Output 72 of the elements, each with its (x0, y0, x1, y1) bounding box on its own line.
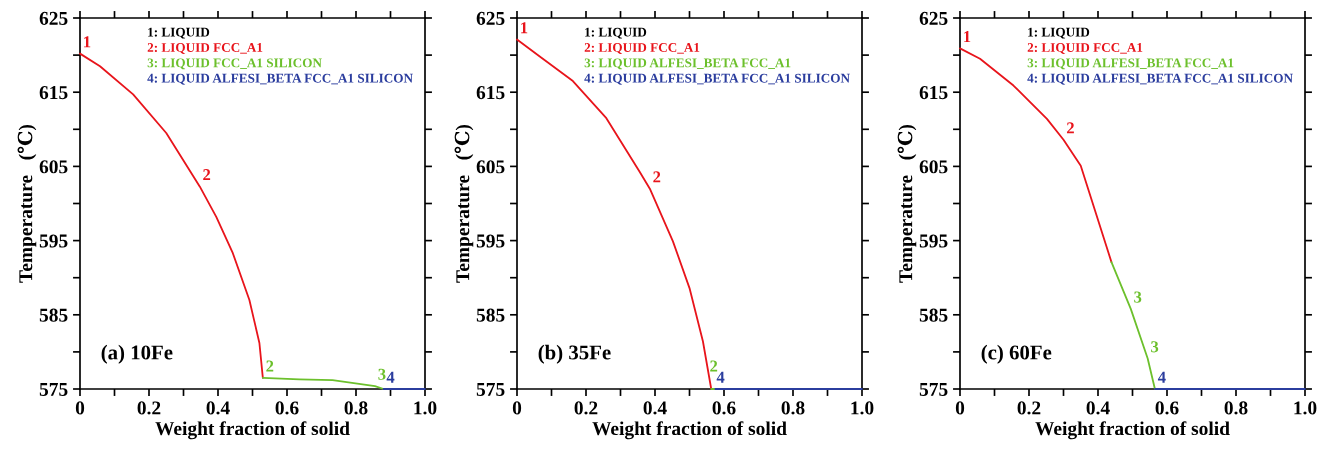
annotation: 1 (964, 31, 971, 43)
x-tick-label: 0.4 (643, 401, 667, 415)
x-tick-label: 0.2 (1017, 401, 1041, 415)
x-axis-title: Weight fraction of solid (592, 421, 787, 440)
annotation: 2 (710, 360, 718, 372)
legend-label: 1: LIQUID (148, 27, 210, 39)
y-tick-label: 595 (39, 234, 68, 248)
annotation: 3 (1151, 341, 1159, 353)
y-tick-label: 575 (39, 383, 68, 396)
x-tick-label: 0.8 (344, 401, 368, 415)
text: 2: LIQUID FCC_A1 (1027, 43, 1143, 54)
annotation: 3 (1134, 291, 1142, 303)
text: 3: LIQUID ALFESI_BETA FCC_A1 (584, 58, 791, 70)
x-axis-title: Weight fraction of solid (1035, 421, 1230, 440)
x-tick-label: 0.4 (206, 401, 230, 415)
x-tick-label: 0 (955, 401, 965, 415)
line-series (1110, 261, 1156, 390)
x-tick-label: 0 (512, 401, 522, 415)
annotation: (b) 35Fe (538, 344, 611, 364)
annotation: 4 (386, 371, 395, 383)
y-tick-label: 575 (919, 383, 948, 396)
annotation: 1 (84, 36, 91, 48)
y-tick-label: 595 (476, 234, 505, 248)
annotation: 1 (521, 22, 528, 34)
text: 4: LIQUID ALFESI_BETA FCC_A1 SILICON (1027, 73, 1293, 85)
x-tick-label: 1.0 (851, 401, 874, 415)
text: 3: LIQUID ALFESI_BETA FCC_A1 (1027, 58, 1234, 70)
y-tick-label: 625 (476, 11, 505, 25)
text: 2: LIQUID FCC_A1 (584, 43, 700, 54)
y-tick-label: 605 (476, 160, 505, 174)
annotation: 3 (378, 368, 386, 380)
x-tick-label: 0.2 (574, 401, 598, 415)
x-tick-label: 0.4 (1086, 401, 1110, 415)
y-tick-label: 625 (919, 11, 948, 25)
x-tick-label: 0.8 (781, 401, 805, 415)
x-tick-label: 0.6 (1155, 401, 1179, 415)
text: 3: LIQUID FCC_A1 SILICON (147, 58, 322, 70)
x-tick-label: 1.0 (1294, 401, 1317, 415)
y-tick-label: 615 (476, 86, 505, 100)
text: 4: LIQUID ALFESI_BETA FCC_A1 SILICON (584, 73, 850, 85)
y-tick-label: 605 (39, 160, 68, 174)
x-tick-label: 0.6 (712, 401, 736, 415)
y-tick-label: 585 (39, 308, 68, 322)
annotation: (c) 60Fe (981, 344, 1052, 364)
legend-label: 1: LIQUID (1028, 27, 1090, 39)
y-tick-label: 595 (919, 234, 948, 248)
annotation: 2 (203, 169, 211, 181)
annotation: 4 (1157, 371, 1166, 383)
annotation: (a) 10Fe (101, 344, 173, 364)
x-axis-title: Weight fraction of solid (155, 421, 350, 440)
y-tick-label: 585 (919, 308, 948, 322)
y-tick-label: 605 (919, 160, 948, 174)
y-axis-title: Temperature (℃) (897, 124, 917, 283)
legend-label: 1: LIQUID (585, 27, 647, 39)
x-tick-label: 0.8 (1224, 401, 1248, 415)
y-axis-title: Temperature (℃) (454, 124, 474, 283)
annotation: 4 (716, 371, 725, 383)
y-tick-label: 575 (476, 383, 505, 396)
y-axis-title: Temperature (℃) (17, 124, 37, 283)
y-tick-label: 615 (39, 86, 68, 100)
text: 4: LIQUID ALFESI_BETA FCC_A1 SILICON (147, 73, 413, 85)
y-tick-label: 585 (476, 308, 505, 322)
y-tick-label: 615 (919, 86, 948, 100)
x-tick-label: 1.0 (414, 401, 437, 415)
x-tick-label: 0.2 (137, 401, 161, 415)
annotation: 2 (266, 360, 274, 372)
annotation: 2 (653, 171, 661, 183)
x-tick-label: 0.6 (275, 401, 299, 415)
annotation: 2 (1066, 122, 1074, 134)
y-tick-label: 625 (39, 11, 68, 25)
x-tick-label: 0 (75, 401, 85, 415)
text: 2: LIQUID FCC_A1 (147, 43, 263, 54)
